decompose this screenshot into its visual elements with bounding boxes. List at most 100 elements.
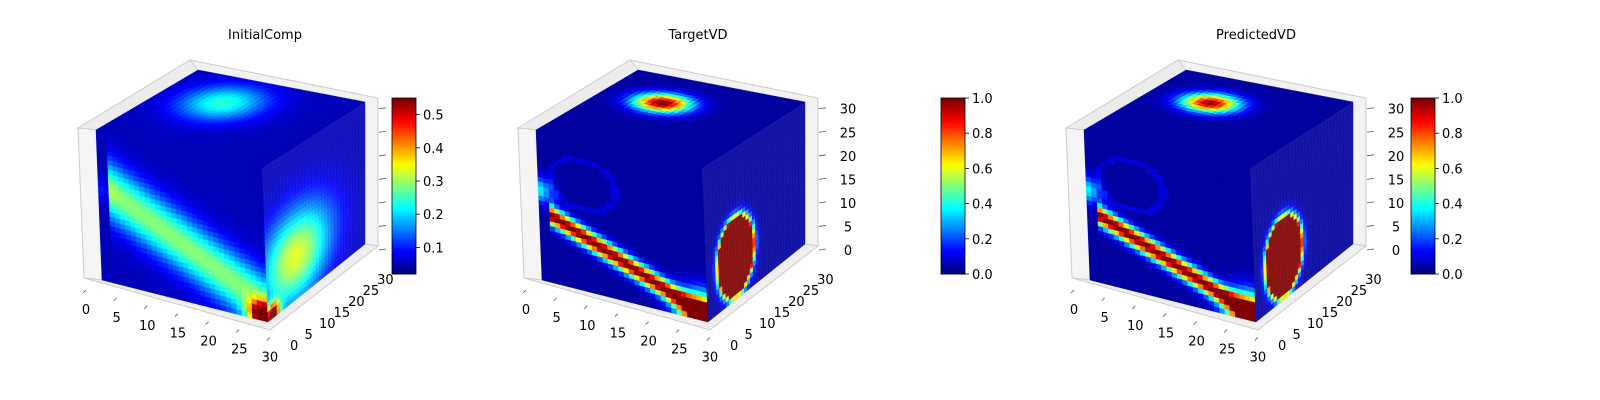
- y-tick-label: 5: [745, 328, 753, 343]
- y-tick-label: 10: [759, 317, 776, 332]
- colorbar-tick-label: 0.5: [423, 109, 444, 124]
- y-tick-label: 15: [774, 306, 791, 321]
- colorbar-tick-label: 0.4: [1442, 198, 1463, 213]
- x-tick-label: 30: [262, 350, 279, 365]
- z-tick-mark: [1366, 154, 1375, 157]
- y-tick-label: 10: [319, 317, 336, 332]
- y-tick-label: 0: [730, 339, 738, 354]
- z-tick-mark: [818, 201, 827, 204]
- voxel-surface: [535, 69, 806, 323]
- z-tick-mark: [1366, 201, 1375, 204]
- z-tick-label: 25: [840, 126, 857, 141]
- z-tick-label: 0: [1392, 244, 1400, 259]
- x-tick-label: 25: [1219, 343, 1236, 358]
- colorbar-tick-label: 0.0: [1442, 268, 1463, 283]
- z-tick-label: 15: [840, 173, 857, 188]
- x-tick-label: 25: [231, 343, 248, 358]
- x-tick-label: 15: [610, 327, 627, 342]
- y-tick-label: 0: [290, 339, 298, 354]
- z-tick-mark: [1366, 177, 1375, 180]
- z-tick-label: 5: [1392, 220, 1400, 235]
- colorbar: 0.1 0.2 0.3 0.4 0.5: [391, 97, 444, 275]
- colorbar-tick-label: 0.2: [972, 233, 993, 248]
- voxel-surface: [95, 69, 366, 323]
- x-tick-label: 5: [113, 311, 121, 326]
- z-tick-mark: [818, 154, 827, 157]
- z-tick-label: 30: [840, 103, 857, 118]
- axes-panes: [516, 59, 820, 331]
- z-tick-mark: [378, 154, 387, 157]
- colorbar-tick-label: 0.1: [423, 241, 444, 256]
- colorbar-tick-label: 0.4: [423, 142, 444, 157]
- x-tick-label: 0: [82, 303, 90, 318]
- z-tick-mark: [1366, 225, 1375, 227]
- x-tick-label: 30: [702, 350, 719, 365]
- y-tick-label: 20: [1336, 295, 1353, 310]
- z-tick-mark: [378, 201, 387, 204]
- x-tick-label: 15: [1158, 327, 1175, 342]
- colorbar-tick-label: 0.8: [1442, 127, 1463, 142]
- panel-InitialComp: InitialComp0510152025300510152025300.10.…: [76, 28, 444, 365]
- y-tick-label: 25: [363, 284, 380, 299]
- z-tick-mark: [818, 177, 827, 180]
- x-tick-label: 10: [139, 319, 156, 334]
- panel-title: InitialComp: [228, 28, 302, 43]
- colorbar-tick-label: 0.2: [1442, 233, 1463, 248]
- z-tick-mark: [818, 107, 827, 110]
- panel-PredictedVD: PredictedVD05101520253005101520253005101…: [1064, 28, 1463, 365]
- colorbar-tick-label: 0.2: [423, 208, 444, 223]
- z-tick-label: 25: [1388, 126, 1405, 141]
- z-tick-label: 10: [840, 197, 857, 212]
- z-tick-mark: [378, 130, 387, 133]
- x-tick-label: 30: [1250, 350, 1267, 365]
- x-tick-label: 20: [640, 335, 657, 350]
- colorbar: 0.0 0.2 0.4 0.6 0.8 1.0: [940, 92, 993, 283]
- z-tick-label: 20: [1388, 150, 1405, 165]
- z-tick-label: 15: [1388, 173, 1405, 188]
- y-tick-label: 20: [348, 295, 365, 310]
- y-tick-label: 5: [1293, 328, 1301, 343]
- y-tick-label: 15: [1322, 306, 1339, 321]
- z-tick-mark: [378, 107, 387, 110]
- colorbar-tick-label: 0.6: [1442, 162, 1463, 177]
- panel-title: PredictedVD: [1216, 28, 1296, 43]
- z-tick-label: 30: [1388, 103, 1405, 118]
- colorbar: 0.0 0.2 0.4 0.6 0.8 1.0: [1410, 92, 1463, 283]
- z-tick-mark: [378, 177, 387, 180]
- x-tick-label: 25: [671, 343, 688, 358]
- colorbar-tick-label: 0.3: [423, 175, 444, 190]
- colorbar-tick-label: 0.4: [972, 198, 993, 213]
- x-tick-label: 20: [200, 335, 217, 350]
- colorbar-tick-label: 0.6: [972, 162, 993, 177]
- colorbar-tick-label: 0.0: [972, 268, 993, 283]
- x-tick-label: 15: [170, 327, 187, 342]
- voxel-surface: [1083, 69, 1354, 323]
- z-tick-label: 20: [840, 150, 857, 165]
- panel-title: TargetVD: [667, 28, 727, 43]
- y-tick-label: 0: [1278, 339, 1286, 354]
- y-tick-label: 20: [788, 295, 805, 310]
- y-tick-label: 30: [817, 273, 834, 288]
- x-tick-label: 10: [579, 319, 596, 334]
- z-tick-label: 0: [844, 244, 852, 259]
- y-tick-label: 25: [1351, 284, 1368, 299]
- y-tick-label: 5: [305, 328, 313, 343]
- x-tick-label: 5: [1101, 311, 1109, 326]
- x-tick-label: 5: [553, 311, 561, 326]
- z-tick-label: 10: [1388, 197, 1405, 212]
- y-tick-label: 10: [1307, 317, 1324, 332]
- x-tick-label: 10: [1127, 319, 1144, 334]
- z-tick-mark: [1366, 130, 1375, 133]
- z-tick-mark: [378, 248, 387, 251]
- z-tick-label: 5: [844, 220, 852, 235]
- x-tick-label: 20: [1188, 335, 1205, 350]
- z-tick-mark: [818, 248, 827, 251]
- y-tick-label: 30: [377, 273, 394, 288]
- z-tick-mark: [1366, 107, 1375, 110]
- colorbar-tick-label: 0.8: [972, 127, 993, 142]
- y-tick-label: 25: [803, 284, 820, 299]
- z-tick-mark: [818, 225, 827, 227]
- colorbar-tick-label: 1.0: [1442, 92, 1463, 107]
- y-tick-label: 15: [334, 306, 351, 321]
